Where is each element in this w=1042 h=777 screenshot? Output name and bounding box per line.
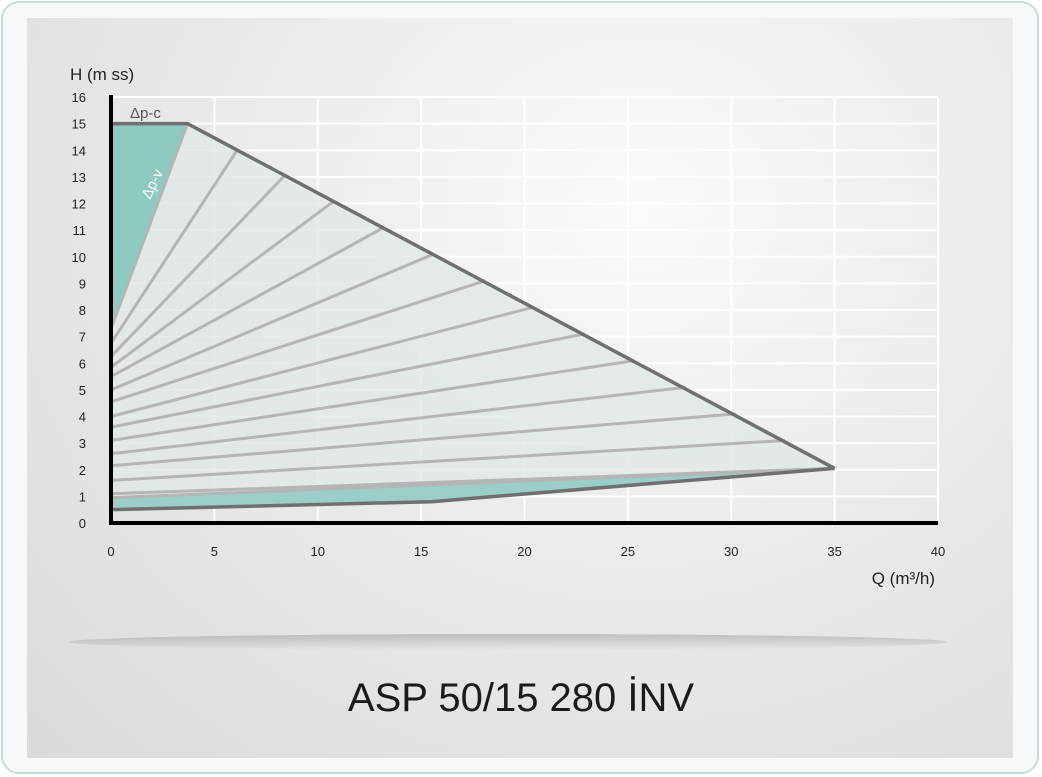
y-tick-label-15: 15 (72, 117, 86, 132)
dp-v-line-14 (110, 466, 835, 500)
y-tick-label-16: 16 (72, 90, 86, 105)
y-tick-label-13: 13 (72, 170, 86, 185)
y-tick-label-2: 2 (79, 463, 86, 478)
y-tick-label-10: 10 (72, 250, 86, 265)
dp-v-line-10 (110, 385, 686, 456)
y-tick-label-9: 9 (79, 276, 86, 291)
axes (109, 95, 938, 525)
x-tick-label-2: 10 (311, 544, 325, 559)
y-tick-label-3: 3 (79, 436, 86, 451)
dp-v-line-2 (109, 174, 286, 358)
x-tick-label-8: 40 (931, 544, 945, 559)
dp-v-line-7 (110, 305, 534, 418)
x-tick-label-0: 0 (107, 544, 114, 559)
dp-v-line-0 (109, 123, 189, 330)
dp-v-line-3 (110, 199, 336, 369)
envelope-curve (110, 121, 836, 512)
model-title: ASP 50/15 280 İNV (347, 676, 695, 720)
x-tick-label-5: 25 (621, 544, 635, 559)
dp-v-line-4 (110, 226, 385, 378)
y-tick-label-14: 14 (72, 143, 86, 158)
x-tick-label-3: 15 (414, 544, 428, 559)
y-tick-label-7: 7 (79, 330, 86, 345)
x-tick-label-1: 5 (211, 544, 218, 559)
min-curve (110, 466, 835, 512)
annotation-dp-c: Δp-c (130, 105, 161, 122)
dp-v-line-5 (110, 252, 435, 392)
x-tick-label-7: 35 (827, 544, 841, 559)
dp-v-line-1 (109, 149, 239, 345)
dp-v-line-12 (110, 438, 786, 482)
y-tick-label-4: 4 (79, 410, 86, 425)
x-axis-label: Q (m³/h) (872, 569, 935, 588)
y-tick-label-12: 12 (72, 197, 86, 212)
floor-shadow (68, 634, 948, 650)
x-tick-label-6: 30 (724, 544, 738, 559)
min-curve-band (111, 468, 835, 510)
max-curve (111, 121, 836, 470)
dp-v-line-11 (110, 412, 736, 468)
y-tick-label-8: 8 (79, 303, 86, 318)
x-tick-label-4: 20 (517, 544, 531, 559)
dp-v-line-8 (110, 332, 585, 429)
dp-v-line-9 (110, 359, 635, 442)
dp-v-line-6 (110, 279, 486, 404)
y-tick-label-1: 1 (79, 489, 86, 504)
dp-v-curves (109, 123, 835, 500)
y-axis-label: H (m ss) (70, 65, 134, 84)
y-tick-label-6: 6 (79, 356, 86, 371)
y-tick-label-0: 0 (79, 516, 86, 531)
y-tick-label-11: 11 (73, 223, 87, 238)
y-tick-label-5: 5 (79, 383, 86, 398)
